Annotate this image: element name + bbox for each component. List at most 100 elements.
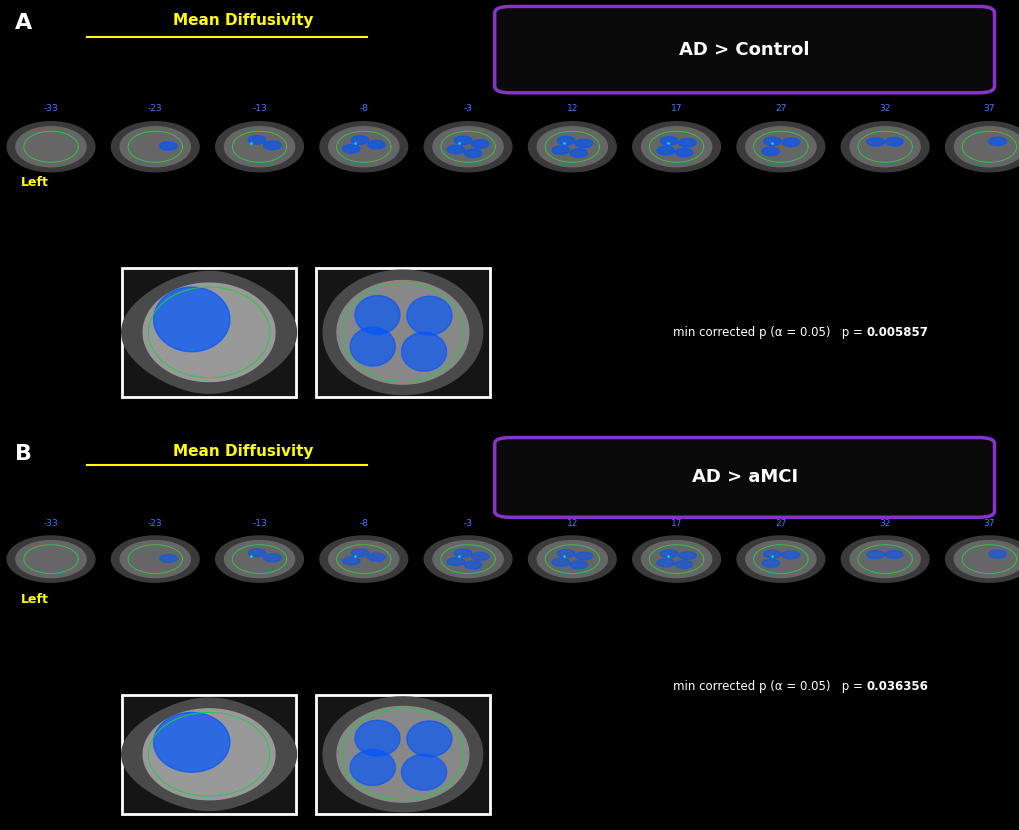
Polygon shape xyxy=(16,540,86,578)
Polygon shape xyxy=(263,554,281,562)
Bar xyxy=(316,695,489,814)
Polygon shape xyxy=(987,137,1006,145)
Polygon shape xyxy=(320,536,408,582)
Polygon shape xyxy=(745,127,815,167)
Polygon shape xyxy=(121,698,297,810)
Polygon shape xyxy=(367,554,385,561)
Polygon shape xyxy=(248,135,265,144)
Polygon shape xyxy=(355,720,399,756)
Text: 37: 37 xyxy=(982,104,995,113)
Polygon shape xyxy=(350,327,395,366)
Polygon shape xyxy=(120,127,191,167)
Text: AD > Control: AD > Control xyxy=(679,41,809,59)
Polygon shape xyxy=(453,549,471,557)
Polygon shape xyxy=(641,127,711,167)
Text: 0.036356: 0.036356 xyxy=(865,680,927,693)
Polygon shape xyxy=(656,146,674,155)
Polygon shape xyxy=(471,553,488,560)
Polygon shape xyxy=(551,146,569,154)
Text: Left: Left xyxy=(20,593,48,606)
Text: AD > aMCI: AD > aMCI xyxy=(691,468,797,486)
Polygon shape xyxy=(656,559,674,567)
Polygon shape xyxy=(407,296,451,335)
Polygon shape xyxy=(556,549,575,557)
FancyBboxPatch shape xyxy=(494,7,994,93)
Text: Mean Diffusivity: Mean Diffusivity xyxy=(173,13,314,28)
Polygon shape xyxy=(678,139,696,147)
Polygon shape xyxy=(761,147,779,155)
Polygon shape xyxy=(111,536,199,582)
Polygon shape xyxy=(263,141,281,149)
Polygon shape xyxy=(987,550,1006,558)
Polygon shape xyxy=(111,122,199,172)
Polygon shape xyxy=(323,697,482,812)
Text: -33: -33 xyxy=(44,519,58,528)
Text: 32: 32 xyxy=(878,104,890,113)
Polygon shape xyxy=(841,122,928,172)
Polygon shape xyxy=(464,561,481,569)
Text: -3: -3 xyxy=(463,104,472,113)
Text: 0.005857: 0.005857 xyxy=(865,326,927,339)
Polygon shape xyxy=(16,127,86,167)
Polygon shape xyxy=(336,281,469,384)
Polygon shape xyxy=(350,749,395,785)
Polygon shape xyxy=(570,149,587,157)
Polygon shape xyxy=(570,561,587,569)
Polygon shape xyxy=(351,549,368,557)
Text: -23: -23 xyxy=(148,104,162,113)
Polygon shape xyxy=(424,122,512,172)
FancyBboxPatch shape xyxy=(494,437,994,517)
Text: -8: -8 xyxy=(359,519,368,528)
Text: 37: 37 xyxy=(982,519,995,528)
Polygon shape xyxy=(248,549,265,557)
Polygon shape xyxy=(367,140,385,149)
Polygon shape xyxy=(7,122,95,172)
Polygon shape xyxy=(328,127,398,167)
Polygon shape xyxy=(464,149,481,158)
Polygon shape xyxy=(954,540,1019,578)
Polygon shape xyxy=(433,540,502,578)
Text: min corrected p (α = 0.05)   p =: min corrected p (α = 0.05) p = xyxy=(673,326,862,339)
Text: 17: 17 xyxy=(671,104,682,113)
Polygon shape xyxy=(342,144,360,153)
Polygon shape xyxy=(328,540,398,578)
Polygon shape xyxy=(632,122,719,172)
Polygon shape xyxy=(159,142,177,150)
Polygon shape xyxy=(763,137,781,145)
Polygon shape xyxy=(433,127,502,167)
Polygon shape xyxy=(782,138,799,146)
Bar xyxy=(122,267,296,397)
Polygon shape xyxy=(745,540,815,578)
Polygon shape xyxy=(215,122,303,172)
Text: 17: 17 xyxy=(671,519,682,528)
Polygon shape xyxy=(342,557,360,565)
Text: -8: -8 xyxy=(359,104,368,113)
Polygon shape xyxy=(453,136,471,144)
Polygon shape xyxy=(884,138,902,146)
Polygon shape xyxy=(401,754,446,790)
Polygon shape xyxy=(659,137,678,145)
Polygon shape xyxy=(537,540,607,578)
Polygon shape xyxy=(763,550,781,558)
Polygon shape xyxy=(336,706,469,802)
Polygon shape xyxy=(120,540,191,578)
Text: -33: -33 xyxy=(44,104,58,113)
Polygon shape xyxy=(849,540,919,578)
Polygon shape xyxy=(641,540,711,578)
Bar xyxy=(122,695,296,814)
Bar xyxy=(316,267,489,397)
Polygon shape xyxy=(954,127,1019,167)
Text: 27: 27 xyxy=(774,104,786,113)
Polygon shape xyxy=(737,536,824,582)
Polygon shape xyxy=(7,536,95,582)
Polygon shape xyxy=(551,559,569,566)
Text: 32: 32 xyxy=(878,519,890,528)
Polygon shape xyxy=(121,271,297,393)
Polygon shape xyxy=(737,122,824,172)
Polygon shape xyxy=(528,122,615,172)
Polygon shape xyxy=(632,536,719,582)
Polygon shape xyxy=(407,721,451,757)
Text: 12: 12 xyxy=(567,519,578,528)
Polygon shape xyxy=(215,536,303,582)
Text: min corrected p (α = 0.05)   p =: min corrected p (α = 0.05) p = xyxy=(673,680,866,693)
